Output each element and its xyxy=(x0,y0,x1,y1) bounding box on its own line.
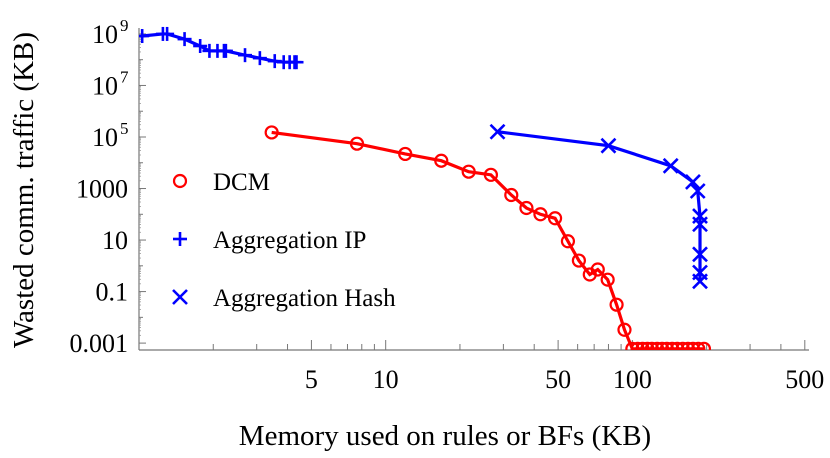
data-point-dcm xyxy=(640,341,655,350)
y-tick-exponent: 5 xyxy=(120,119,129,138)
cross-stroke xyxy=(692,246,708,263)
cross-stroke xyxy=(600,137,617,154)
legend-marker-cross xyxy=(172,289,188,305)
legend-label: Aggregation IP xyxy=(213,227,366,254)
data-point-dcm xyxy=(696,341,712,350)
data-point-dcm xyxy=(483,167,499,182)
series-line-aggregation-ip xyxy=(142,32,297,64)
x-tick-label: 100 xyxy=(613,365,652,394)
y-tick-label: 1000 xyxy=(76,175,128,204)
data-point-aggregation-hash xyxy=(489,123,506,140)
data-point-dcm xyxy=(398,146,413,162)
data-point-aggregation-ip xyxy=(252,51,267,66)
data-point-dcm xyxy=(571,253,586,268)
y-tick-exponent: 9 xyxy=(120,16,129,35)
data-point-dcm xyxy=(650,341,665,350)
data-point-aggregation-hash xyxy=(692,246,708,263)
data-point-dcm xyxy=(560,234,576,249)
series-aggregation-ip xyxy=(139,26,304,70)
y-tick-label: 0.1 xyxy=(96,278,129,307)
data-point-dcm xyxy=(600,272,615,287)
data-point-aggregation-hash xyxy=(692,273,708,290)
data-point-dcm xyxy=(617,322,632,337)
data-point-dcm xyxy=(659,341,674,350)
cross-stroke xyxy=(685,174,701,190)
data-point-dcm xyxy=(504,187,519,203)
x-tick-label: 5 xyxy=(305,365,318,394)
data-point-dcm xyxy=(670,341,685,350)
data-point-dcm xyxy=(461,164,476,179)
x-tick-label: 50 xyxy=(545,365,571,394)
data-point-aggregation-hash xyxy=(692,216,708,233)
data-point-dcm xyxy=(675,341,690,350)
y-tick-label: 10 xyxy=(92,20,118,49)
data-point-aggregation-ip xyxy=(289,55,304,70)
x-tick-label: 10 xyxy=(373,365,399,394)
data-point-aggregation-hash xyxy=(600,137,617,154)
cross-stroke xyxy=(692,273,708,290)
y-tick-label: 10 xyxy=(92,71,118,100)
legend-marker-plus xyxy=(173,232,187,246)
data-point-dcm xyxy=(349,136,365,151)
data-point-dcm xyxy=(635,341,650,350)
series-layer xyxy=(139,26,712,350)
data-point-dcm xyxy=(630,341,645,350)
data-point-dcm xyxy=(590,262,605,277)
data-point-dcm xyxy=(609,297,624,312)
legend: DCM Aggregation IP Aggregation Hash xyxy=(172,169,396,312)
cross-stroke xyxy=(689,183,706,199)
data-point-dcm xyxy=(644,341,660,350)
cross-stroke xyxy=(692,216,708,233)
cross-stroke xyxy=(489,123,506,140)
data-point-aggregation-ip xyxy=(160,26,175,41)
data-point-aggregation-hash xyxy=(689,183,706,199)
data-point-aggregation-ip xyxy=(139,29,150,44)
cross-stroke xyxy=(172,289,188,305)
data-point-dcm xyxy=(547,211,563,226)
data-point-dcm xyxy=(519,200,534,216)
series-line-aggregation-hash xyxy=(497,130,702,282)
series-aggregation-hash xyxy=(489,123,708,290)
x-tick-label: 500 xyxy=(785,365,824,394)
data-point-aggregation-ip xyxy=(177,32,192,47)
data-point-aggregation-ip xyxy=(238,48,253,63)
y-tick-label: 0.001 xyxy=(70,329,129,358)
legend-marker-circle xyxy=(172,173,188,189)
cross-stroke xyxy=(662,157,679,174)
legend-label: Aggregation Hash xyxy=(213,285,396,312)
data-point-dcm xyxy=(691,341,706,350)
data-point-aggregation-hash xyxy=(662,157,679,174)
data-point-dcm xyxy=(434,153,449,168)
x-axis-label: Memory used on rules or BFs (KB) xyxy=(239,420,651,452)
y-tick-label: 10 xyxy=(92,123,118,152)
data-point-dcm xyxy=(665,341,680,350)
data-point-dcm xyxy=(680,341,696,350)
data-point-dcm xyxy=(625,341,640,350)
data-point-aggregation-ip xyxy=(193,39,208,54)
data-point-dcm xyxy=(533,207,548,222)
data-point-aggregation-hash xyxy=(685,174,701,190)
data-point-dcm xyxy=(264,125,279,140)
y-axis-label: Wasted comm. traffic (KB) xyxy=(8,32,40,348)
legend-label: DCM xyxy=(213,169,270,196)
y-tick-label: 10 xyxy=(102,226,128,255)
data-point-aggregation-ip xyxy=(218,43,233,58)
y-tick-exponent: 7 xyxy=(120,67,129,86)
data-point-dcm xyxy=(655,341,670,350)
series-dcm xyxy=(264,125,712,350)
